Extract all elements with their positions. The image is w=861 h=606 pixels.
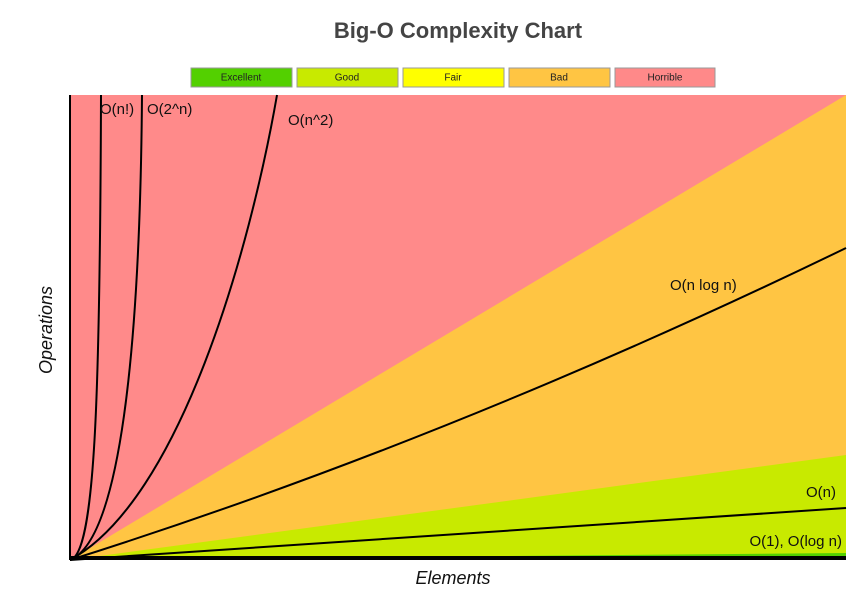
legend-swatch [296,67,399,88]
curve-label: O(2^n) [147,101,192,118]
chart-title: Big-O Complexity Chart [334,18,583,43]
curve-label: O(1), O(log n) [749,533,842,550]
curve-quadratic [69,94,278,561]
curve-linear [69,507,847,561]
legend-label: Excellent [221,73,262,84]
y-axis-label: Operations [36,286,56,374]
legend-label: Horrible [647,73,682,84]
legend-label: Good [335,73,359,84]
legend-swatch [614,67,716,88]
curve-label: O(n) [806,484,836,501]
curve-label: O(n log n) [670,277,737,294]
bad-region [70,95,846,560]
x-axis-label: Elements [415,568,490,588]
legend-swatch [190,67,293,88]
legend-label: Bad [550,73,568,84]
curve-exponential [69,94,143,561]
legend-label: Fair [444,73,462,84]
curve-label: O(n!) [100,101,134,118]
legend-swatch [402,67,505,88]
legend-swatch [508,67,611,88]
curve-label: O(n^2) [288,112,333,129]
fair-region [70,455,846,560]
curve-nlogn [69,247,847,561]
curve-factorial [69,94,102,561]
